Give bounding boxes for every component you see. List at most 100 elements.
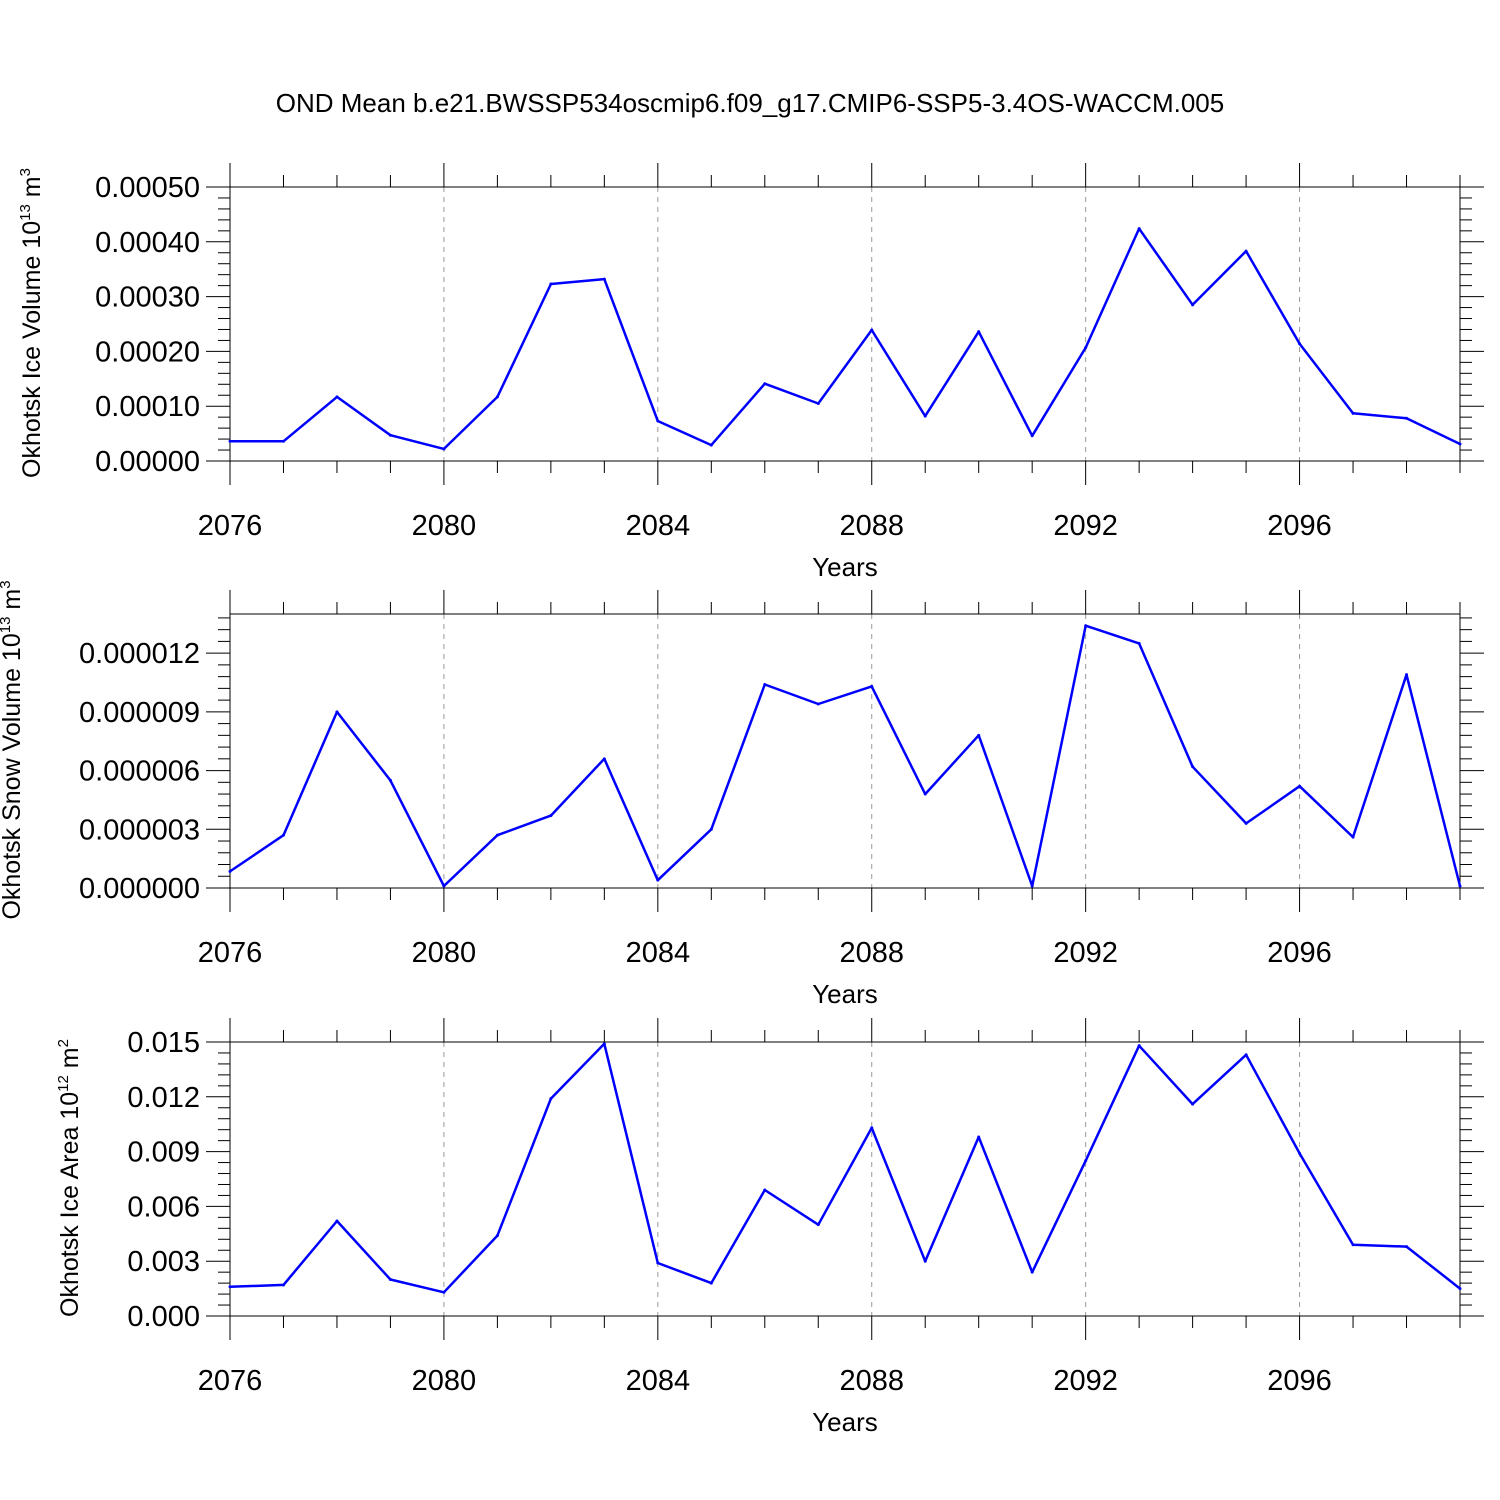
x-tick-label: 2084 <box>626 1365 691 1397</box>
data-point <box>1137 641 1141 645</box>
data-point <box>602 757 606 761</box>
data-point <box>442 1290 446 1294</box>
data-point <box>1191 1102 1195 1106</box>
x-tick-label: 2080 <box>412 937 477 969</box>
data-point <box>656 878 660 882</box>
data-point <box>388 1277 392 1281</box>
x-tick-label: 2088 <box>839 510 904 542</box>
y-tick-label: 0.000012 <box>79 638 200 670</box>
data-point <box>388 433 392 437</box>
x-tick-label: 2088 <box>839 937 904 969</box>
x-tick-label: 2096 <box>1267 1365 1332 1397</box>
data-point <box>495 395 499 399</box>
y-tick-label: 0.015 <box>127 1027 200 1059</box>
data-point <box>1191 765 1195 769</box>
x-axis-label: Years <box>812 979 878 1009</box>
y-tick-label: 0.012 <box>127 1082 200 1114</box>
x-tick-label: 2076 <box>198 510 263 542</box>
y-tick-label: 0.00030 <box>95 282 200 314</box>
x-tick-label: 2092 <box>1053 937 1118 969</box>
plot-frame <box>229 1041 1461 1317</box>
x-tick-label: 2080 <box>412 1365 477 1397</box>
data-point <box>388 778 392 782</box>
data-point <box>1030 1270 1034 1274</box>
data-point <box>549 1097 553 1101</box>
data-point <box>763 1188 767 1192</box>
data-point <box>1458 884 1462 888</box>
x-axis-label: Years <box>812 552 878 582</box>
y-tick-label: 0.000006 <box>79 756 200 788</box>
data-point <box>816 702 820 706</box>
data-point <box>281 439 285 443</box>
data-point <box>442 884 446 888</box>
data-point <box>1458 442 1462 446</box>
x-tick-label: 2076 <box>198 1365 263 1397</box>
y-tick-label: 0.000003 <box>79 814 200 846</box>
x-axis-label: Years <box>812 1407 878 1437</box>
data-point <box>1137 227 1141 231</box>
data-point <box>228 439 232 443</box>
panel-2: 0.000000 0.000003 0.000006 0.000009 0.000012… <box>0 580 1484 1009</box>
plot-frame <box>229 613 1461 889</box>
y-tick-label: 0.00050 <box>95 172 200 204</box>
data-point <box>1137 1044 1141 1048</box>
panel-1: 0.00000 0.00010 0.00020 0.00030 0.00040 0.000… <box>17 163 1484 582</box>
data-point <box>1191 303 1195 307</box>
data-point <box>816 401 820 405</box>
data-point <box>1030 884 1034 888</box>
x-tick-label: 2076 <box>198 937 263 969</box>
x-tick-label: 2092 <box>1053 1365 1118 1397</box>
data-point <box>1458 1287 1462 1291</box>
data-point <box>977 733 981 737</box>
data-point <box>709 443 713 447</box>
data-point <box>549 814 553 818</box>
data-point <box>1084 1159 1088 1163</box>
data-point <box>709 827 713 831</box>
x-tick-label: 2080 <box>412 510 477 542</box>
data-point <box>1298 342 1302 346</box>
data-point <box>1030 434 1034 438</box>
data-point <box>656 1261 660 1265</box>
data-point <box>495 833 499 837</box>
data-point <box>335 710 339 714</box>
data-point <box>870 1126 874 1130</box>
data-point <box>870 684 874 688</box>
plot-frame <box>229 186 1461 462</box>
panel-3: 0.000 0.003 0.006 0.009 0.012 0.015 2076 2080 20… <box>55 1018 1484 1437</box>
data-point <box>1084 346 1088 350</box>
data-point <box>1405 1245 1409 1249</box>
data-point <box>602 1042 606 1046</box>
data-point <box>1298 1151 1302 1155</box>
x-tick-label: 2084 <box>626 937 691 969</box>
y-tick-label: 0.00020 <box>95 336 200 368</box>
y-axis-label: Okhotsk Snow Volume 1013 m3 <box>0 580 26 919</box>
data-point <box>870 328 874 332</box>
data-point <box>763 682 767 686</box>
data-point <box>923 1259 927 1263</box>
x-tick-label: 2096 <box>1267 937 1332 969</box>
data-point <box>1084 624 1088 628</box>
data-point <box>977 330 981 334</box>
x-tick-label: 2084 <box>626 510 691 542</box>
y-axis-label: Okhotsk Ice Volume 1013 m3 <box>17 168 46 478</box>
data-point <box>281 833 285 837</box>
data-point <box>816 1223 820 1227</box>
panels: 0.00000 0.00010 0.00020 0.00030 0.00040 0.000… <box>0 163 1484 1437</box>
data-point <box>923 414 927 418</box>
x-tick-label: 2096 <box>1267 510 1332 542</box>
data-point <box>1244 1053 1248 1057</box>
data-point <box>228 1285 232 1289</box>
y-tick-label: 0.000000 <box>79 873 200 905</box>
data-point <box>1298 784 1302 788</box>
figure-title: OND Mean b.e21.BWSSP534oscmip6.f09_g17.C… <box>276 88 1224 118</box>
data-point <box>442 447 446 451</box>
data-point <box>1351 835 1355 839</box>
x-tick-label: 2088 <box>839 1365 904 1397</box>
data-point <box>923 792 927 796</box>
data-point <box>281 1283 285 1287</box>
x-tick-label: 2092 <box>1053 510 1118 542</box>
data-point <box>228 869 232 873</box>
y-tick-label: 0.006 <box>127 1191 200 1223</box>
data-point <box>335 395 339 399</box>
